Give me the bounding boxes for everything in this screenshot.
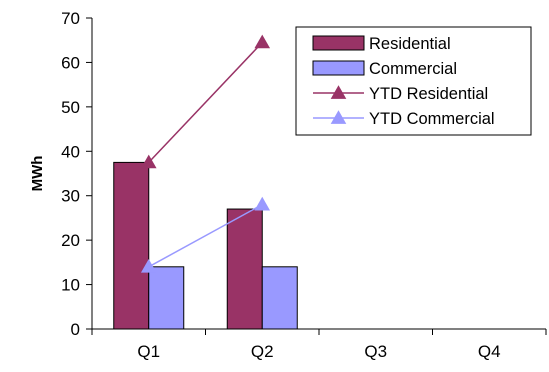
legend-label-ytd-commercial: YTD Commercial	[369, 110, 495, 128]
line-ytd-residential	[149, 42, 263, 162]
legend-label-ytd-residential: YTD Residential	[369, 85, 488, 103]
y-axis-label: MWh	[29, 156, 46, 192]
y-tick-label: 30	[61, 187, 80, 206]
y-tick-label: 60	[61, 53, 80, 72]
y-tick-label: 10	[61, 276, 80, 295]
legend-swatch-commercial	[313, 61, 364, 75]
bar-residential	[114, 162, 149, 329]
legend-swatch-residential	[313, 36, 364, 50]
y-tick-label: 70	[61, 9, 80, 28]
legend-label-residential: Residential	[369, 35, 451, 53]
legend: Residential Commercial YTD Residential YTD …	[296, 27, 531, 135]
x-tick-label: Q3	[364, 342, 387, 361]
bar-commercial	[149, 267, 184, 329]
x-tick-label: Q4	[478, 342, 501, 361]
x-tick-label: Q1	[137, 342, 160, 361]
x-tick-label: Q2	[251, 342, 274, 361]
legend-label-commercial: Commercial	[369, 60, 457, 78]
y-tick-label: 40	[61, 142, 80, 161]
bar-commercial	[262, 267, 297, 329]
point-ytd-residential	[254, 35, 270, 49]
point-ytd-commercial	[254, 197, 270, 211]
y-tick-label: 20	[61, 231, 80, 250]
bars	[114, 162, 298, 329]
y-tick-label: 50	[61, 98, 80, 117]
bar-residential	[227, 209, 262, 329]
y-tick-label: 0	[71, 320, 80, 339]
